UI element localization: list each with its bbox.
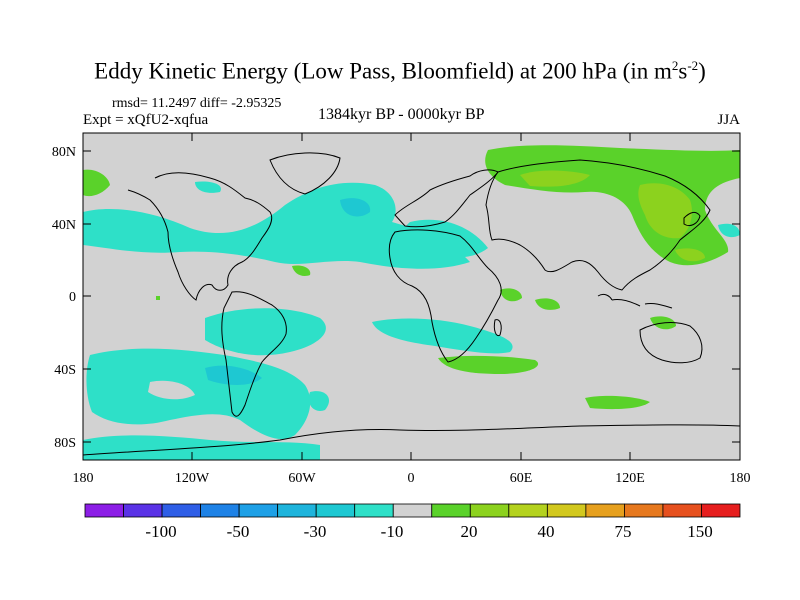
colorbar-labels: -100 -50 -30 -10 20 40 75 150 [145,522,712,541]
colorbar-swatch [624,503,664,518]
colorbar-swatch [701,503,741,518]
eke-positive-region [156,296,160,300]
eke-positive-region [638,183,692,239]
colorbar-swatch [315,503,356,518]
colorbar-swatch [469,503,510,518]
colorbar-swatch [84,503,124,518]
colorbar-swatch [546,503,587,518]
lon-tick-label: 120E [615,471,645,486]
eke-negative-region [308,391,330,411]
eke-negative-region [86,348,311,440]
colorbar-swatch [277,503,317,518]
season-label: JJA [717,112,740,128]
colorbar-label: 20 [461,522,478,541]
coastline-north-america [127,172,273,301]
coastline-indonesia [597,293,673,309]
lat-tick-label: 40S [54,363,76,378]
experiment-label: Expt = xQfU2-xqfua [83,112,209,128]
colorbar-swatch [238,503,279,518]
longitude-labels: 180 120W 60W 0 60E 120E 180 [73,471,751,486]
eke-negative-region [205,308,326,356]
coastline-madagascar [493,319,502,337]
eke-negative-region [340,198,371,217]
axis-ticks [82,133,741,460]
eke-positive-region [675,248,705,262]
time-period-label: 1384kyr BP - 0000kyr BP [318,106,485,123]
map-title: Eddy Kinetic Energy (Low Pass, Bloomfiel… [94,58,706,84]
eke-negative-region [195,181,221,193]
coastlines [83,152,740,456]
rmsd-diff-stats: rmsd= 11.2497 diff= -2.95325 [112,96,282,111]
eke-negative-region [83,227,97,241]
colorbar [84,503,741,518]
latitude-labels: 80N 40N 0 40S 80S [52,145,76,451]
colorbar-swatch [431,503,471,518]
eke-positive-region [585,395,650,410]
coastline-australia [639,322,703,364]
coastline-greenland [269,152,341,195]
colorbar-label: -100 [145,522,176,541]
colorbar-label: -10 [381,522,404,541]
lon-tick-label: 60E [510,471,533,486]
map-field [83,133,740,460]
colorbar-swatch [200,503,240,518]
eke-positive-region [535,298,560,310]
colorbar-label: -30 [304,522,327,541]
eke-positive-region [438,355,539,374]
coastline-antarctica [83,424,740,456]
eke-positive-region [520,170,590,187]
colorbar-swatch [392,503,433,518]
lon-tick-label: 0 [408,471,415,486]
colorbar-label: 75 [615,522,632,541]
lat-tick-label: 80S [54,436,76,451]
colorbar-label: -50 [227,522,250,541]
colorbar-swatch [354,503,394,518]
lat-tick-label: 80N [52,145,76,160]
colorbar-swatch [123,503,163,518]
eke-negative-region [372,318,513,354]
eke-positive-region [500,288,522,302]
eke-positive-region [292,265,311,276]
eke-negative-region [205,365,262,385]
colorbar-swatch [508,503,548,518]
lon-tick-label: 60W [288,471,316,486]
eke-negative-region [404,219,488,258]
colorbar-swatch [662,503,702,518]
lat-tick-label: 40N [52,218,76,233]
colorbar-swatch [585,503,625,518]
lat-tick-label: 0 [69,290,76,305]
eke-negative-region [718,223,740,238]
eke-positive-region [83,169,110,197]
coastline-africa [388,229,502,363]
coastline-japan [683,211,701,227]
colorbar-label: 150 [687,522,713,541]
coastline-south-america [221,291,287,417]
lon-tick-label: 180 [73,471,94,486]
eke-negative-region [148,380,195,400]
lon-tick-label: 180 [730,471,751,486]
colorbar-label: 40 [538,522,555,541]
coastline-asia [485,159,711,291]
eke-negative-region [83,182,470,269]
colorbar-swatch [161,503,201,518]
lon-tick-label: 120W [175,471,210,486]
